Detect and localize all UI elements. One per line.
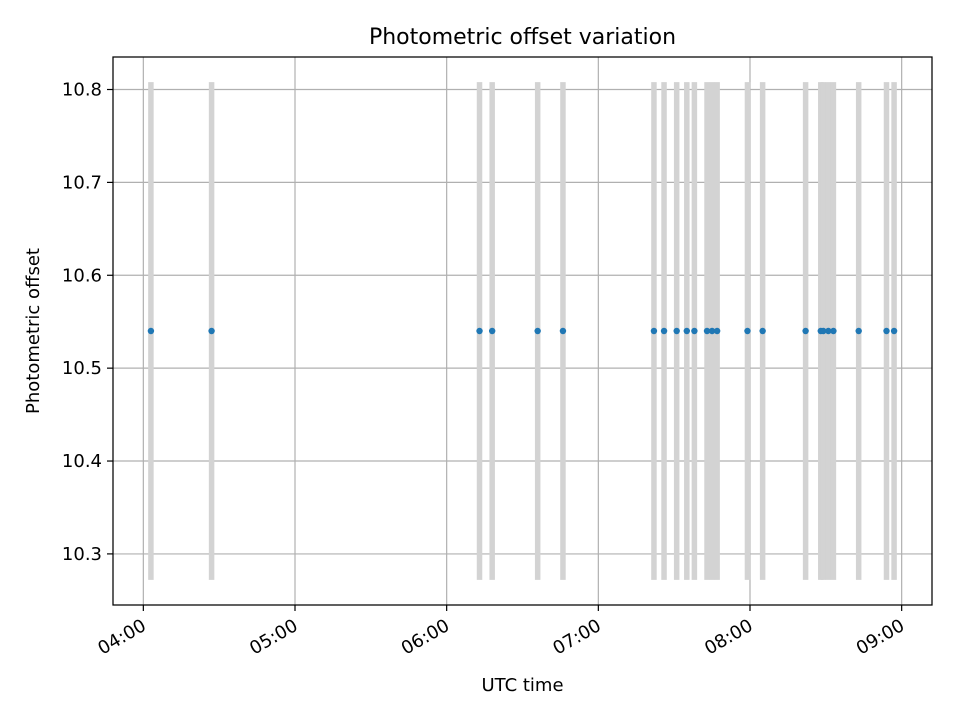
- data-point: [208, 327, 215, 335]
- chart-title: Photometric offset variation: [369, 25, 676, 50]
- y-tick-label: 10.3: [62, 544, 102, 565]
- data-point: [534, 327, 541, 335]
- data-point: [147, 327, 155, 335]
- y-tick-label: 10.7: [62, 172, 102, 193]
- data-point: [683, 327, 691, 335]
- data-point: [488, 327, 496, 335]
- data-point: [883, 327, 890, 335]
- data-point: [660, 327, 668, 335]
- data-point: [650, 327, 658, 335]
- data-point: [759, 327, 766, 335]
- data-point: [691, 327, 698, 335]
- data-point: [713, 327, 721, 335]
- data-point: [703, 327, 711, 335]
- y-axis-title: Photometric offset: [23, 248, 44, 414]
- data-point: [855, 327, 862, 335]
- y-tick-label: 10.6: [62, 265, 102, 286]
- plot-area-frame: [112, 56, 933, 606]
- data-point: [890, 327, 898, 335]
- y-axis-ticks: 10.3 10.4 10.5 10.6 10.7 10.8: [62, 80, 113, 565]
- y-tick-label: 10.8: [62, 80, 102, 101]
- data-point: [476, 327, 483, 335]
- data-point: [820, 327, 827, 335]
- data-points: [147, 327, 898, 335]
- y-tick-label: 10.5: [62, 358, 102, 379]
- data-point: [673, 327, 680, 335]
- x-axis-title: UTC time: [481, 675, 563, 696]
- data-point: [802, 327, 809, 335]
- data-point: [830, 327, 837, 335]
- data-point: [744, 327, 751, 335]
- grid: [113, 57, 932, 605]
- data-point: [708, 327, 716, 335]
- data-point: [559, 327, 567, 335]
- data-point: [825, 327, 832, 335]
- y-tick-label: 10.4: [62, 451, 102, 472]
